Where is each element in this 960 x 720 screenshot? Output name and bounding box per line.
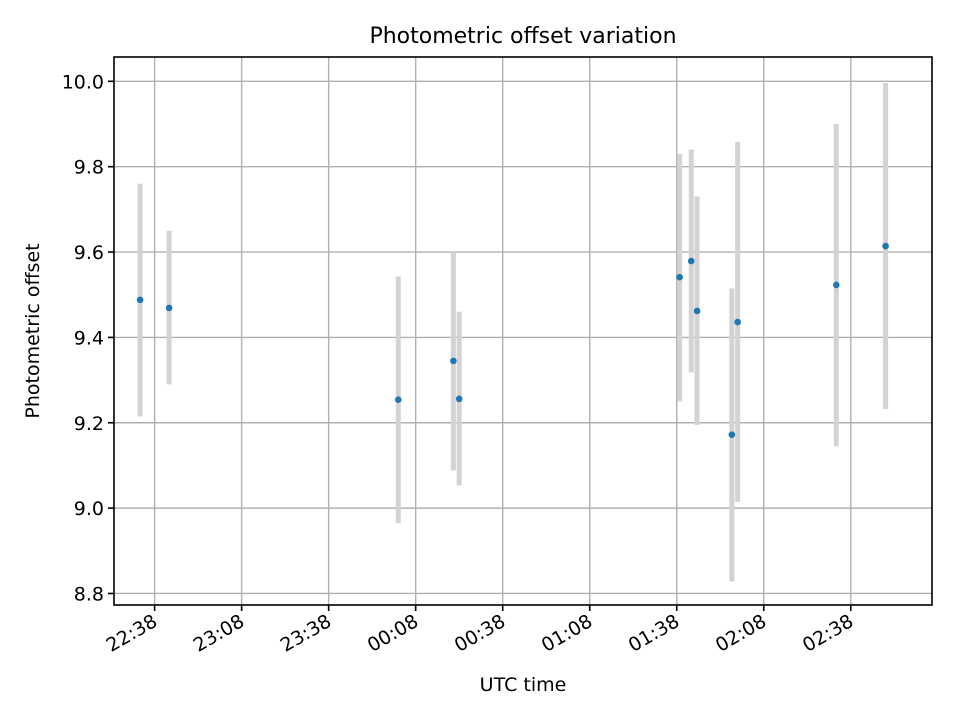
y-tick-label: 10.0 xyxy=(62,71,104,93)
y-tick-label: 9.4 xyxy=(74,327,104,349)
data-point xyxy=(455,395,463,403)
y-tick-label: 9.2 xyxy=(74,413,104,435)
data-point xyxy=(165,304,173,312)
plot-frame xyxy=(113,56,933,606)
data-point xyxy=(734,318,741,326)
y-tick-label: 9.8 xyxy=(74,157,104,179)
y-tick-label: 9.0 xyxy=(74,498,104,520)
y-axis-label: Photometric offset xyxy=(22,243,44,418)
chart-title: Photometric offset variation xyxy=(369,24,676,49)
data-point xyxy=(882,242,889,250)
data-point xyxy=(687,257,695,265)
data-point xyxy=(394,396,402,404)
x-axis-label: UTC time xyxy=(480,674,567,696)
y-axis-ticks: 8.8 9.0 9.2 9.4 9.6 9.8 10.0 xyxy=(62,71,114,605)
data-point xyxy=(728,431,736,439)
data-point xyxy=(136,296,144,304)
y-tick-label: 9.6 xyxy=(74,242,104,264)
grid xyxy=(114,57,932,605)
data-point xyxy=(693,307,701,315)
data-points xyxy=(136,242,889,439)
y-tick-label: 8.8 xyxy=(74,583,104,605)
data-point xyxy=(832,281,840,289)
data-point xyxy=(676,273,683,281)
data-point xyxy=(450,357,457,365)
